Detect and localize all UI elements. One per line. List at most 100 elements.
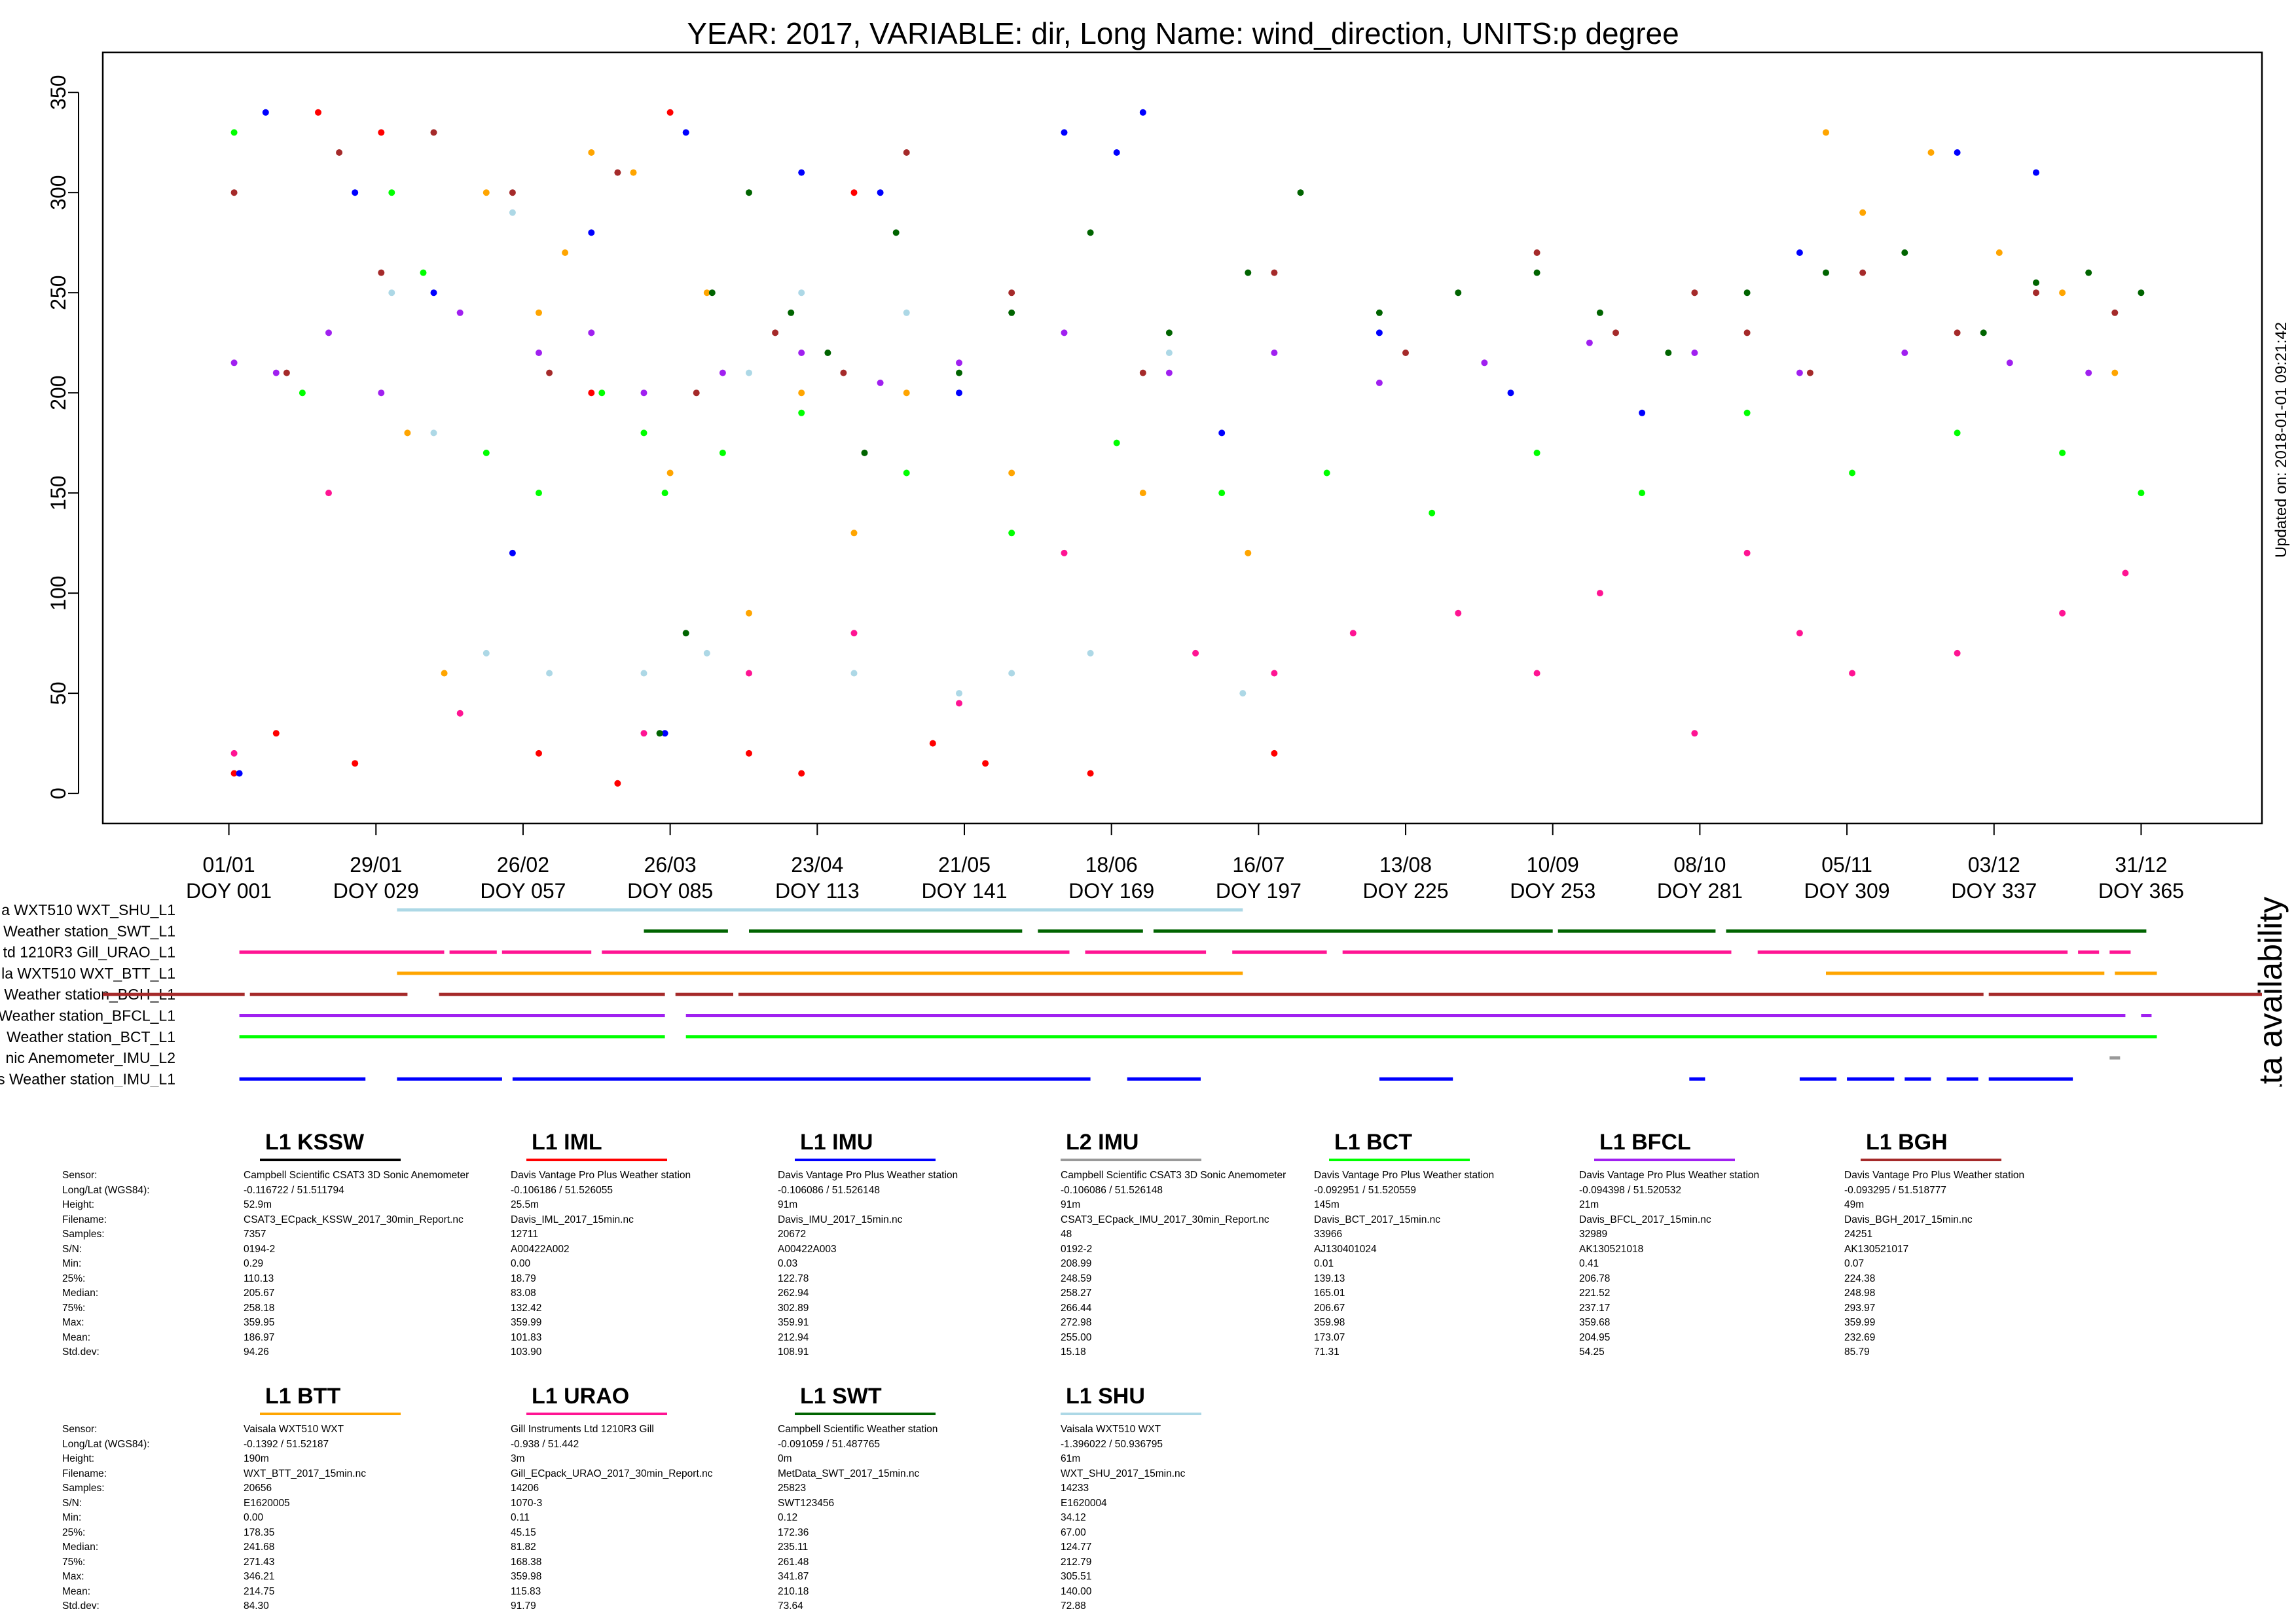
availability-row: Weather station_BCT_L1 [7,1028,2157,1045]
data-point [536,749,542,757]
x-tick-doy: DOY 197 [1216,879,1302,903]
stat-field-values: Davis Vantage Pro Plus Weather station -0… [511,1168,691,1360]
data-point [850,189,858,196]
availability-segment [449,950,497,954]
stat-field-value: 186.97 [244,1331,275,1343]
data-point [798,350,805,356]
data-point [2111,309,2119,316]
data-point [230,189,238,196]
availability-segment [1558,929,1716,933]
data-point [666,469,674,477]
availability-segment [1085,950,1207,954]
data-point [1402,350,1409,356]
data-point [1823,129,1829,136]
data-point [1533,670,1540,677]
y-tick-label: 350 [46,75,70,109]
stat-field-value: Davis Vantage Pro Plus Weather station [1579,1170,1760,1181]
stat-field-value: 25.5m [511,1199,539,1210]
series-0 [230,490,2129,757]
station-stat-title: L1 URAO [532,1384,630,1409]
data-point [1533,449,1540,456]
availability-segment [239,1035,665,1039]
stat-field-value: 341.87 [778,1571,809,1582]
availability-row-label: Weather station_SWT_L1 [3,922,175,939]
stat-field-value: 45.15 [511,1526,536,1538]
x-tick-date: 18/06 [1085,853,1138,876]
stat-field-value: 205.67 [244,1288,275,1299]
data-point [1113,149,1120,156]
data-point [719,449,726,456]
stat-field-value: 302.89 [778,1302,809,1314]
stat-field-value: CSAT3_ECpack_IMU_2017_30min_Report.nc [1061,1214,1269,1225]
stat-field-label: Max: [62,1571,84,1582]
availability-segment [1342,950,1732,954]
data-point [703,649,710,657]
stat-field-value: -0.106086 / 51.526148 [1061,1184,1163,1196]
stat-field-label: 75%: [62,1302,86,1314]
data-point [1271,749,1278,757]
x-tick-date: 13/08 [1379,853,1432,876]
stat-field-value: WXT_SHU_2017_15min.nc [1061,1468,1186,1479]
data-point [430,289,437,297]
data-point [546,670,553,677]
stat-field-values: Gill Instruments Ltd 1210R3 Gill -0.938 /… [511,1422,712,1614]
data-point [588,149,595,156]
data-point [2138,289,2145,297]
stat-field-value: 81.82 [511,1542,536,1553]
availability-segment [1847,1077,1895,1081]
stat-field-value: -0.091059 / 51.487765 [778,1438,880,1450]
data-point [352,760,359,767]
stat-field-value: 0.03 [778,1258,798,1269]
availability-row: s Weather station_IMU_L1 [0,1070,2073,1087]
stat-field-value: 232.69 [1844,1331,1876,1343]
availability-row: Weather station_BFCL_L1 [0,1007,2152,1024]
data-point [509,549,516,556]
data-point [2059,449,2066,456]
data-point [798,409,805,416]
x-tick-doy: DOY 029 [333,879,419,903]
data-point [1139,109,1146,116]
x-tick-doy: DOY 085 [627,879,713,903]
data-point [456,309,464,316]
data-point [1349,630,1357,637]
availability-segment [749,929,1023,933]
data-point [1455,289,1462,297]
data-point [588,329,595,336]
series-4 [388,209,1247,697]
data-point [877,379,884,386]
data-point [1507,389,1514,397]
data-point [1639,409,1646,416]
x-tick-doy: DOY 253 [1510,879,1595,903]
stat-field-value: 110.13 [244,1272,274,1284]
data-point [1165,329,1173,336]
stat-field-value: 83.08 [511,1288,536,1299]
data-point [982,760,989,767]
data-point [378,129,385,136]
stat-field-value: 0.01 [1314,1258,1334,1269]
stat-field-value: 7357 [244,1229,266,1240]
stat-field-value: 165.01 [1314,1288,1345,1299]
station-stat-title: L1 IMU [800,1130,873,1155]
data-point [1481,359,1488,367]
stat-field-value: A00422A002 [511,1243,570,1255]
wind-direction-chart: YEAR: 2017, VARIABLE: dir, Long Name: wi… [0,16,2290,1087]
stat-field-value: 0.29 [244,1258,264,1269]
stat-field-label: S/N: [62,1243,82,1255]
data-point [1796,369,1803,376]
data-point [1239,690,1247,697]
data-point [1954,149,1961,156]
stat-field-labels: Sensor: Long/Lat (WGS84): Height: Filename:… [62,1168,150,1360]
data-point [1008,289,1015,297]
availability-row-label: la WXT510 WXT_BTT_L1 [1,965,175,982]
stat-field-value: 91m [1061,1199,1081,1210]
data-point [272,369,280,376]
data-point [2006,359,2013,367]
stat-field-value: 18.79 [511,1272,536,1284]
stat-field-value: 54.25 [1579,1346,1605,1358]
availability-segment [2141,1014,2152,1017]
data-point [746,670,752,677]
data-point [430,129,437,136]
data-point [1218,429,1226,437]
stat-field-label: Mean: [62,1585,91,1597]
stat-field-value: 1070-3 [511,1497,543,1509]
